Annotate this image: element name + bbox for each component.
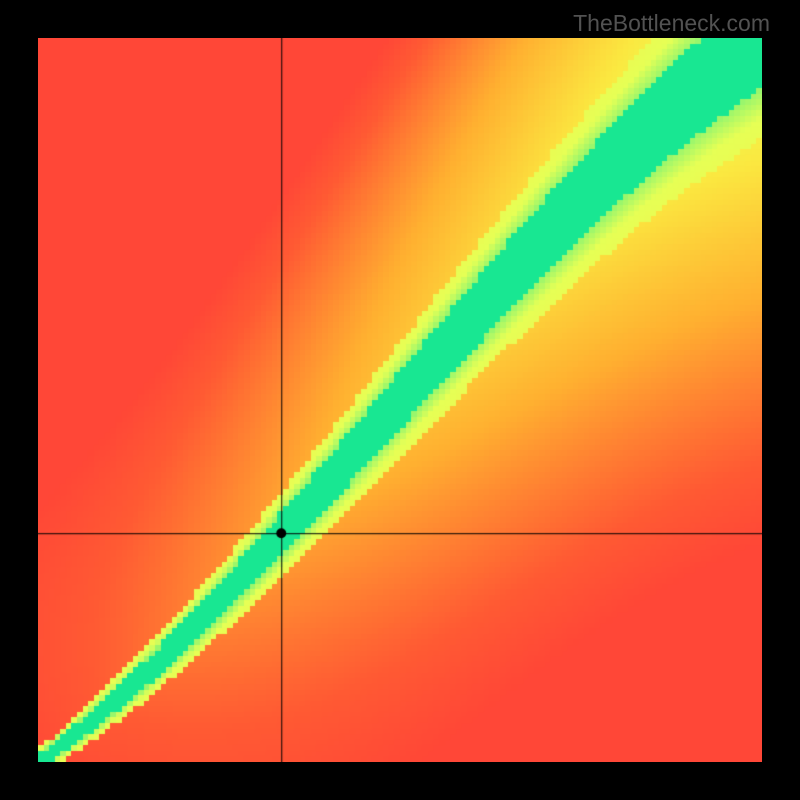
bottleneck-heatmap — [38, 38, 762, 762]
chart-container: TheBottleneck.com — [0, 0, 800, 800]
attribution-text: TheBottleneck.com — [573, 10, 770, 37]
